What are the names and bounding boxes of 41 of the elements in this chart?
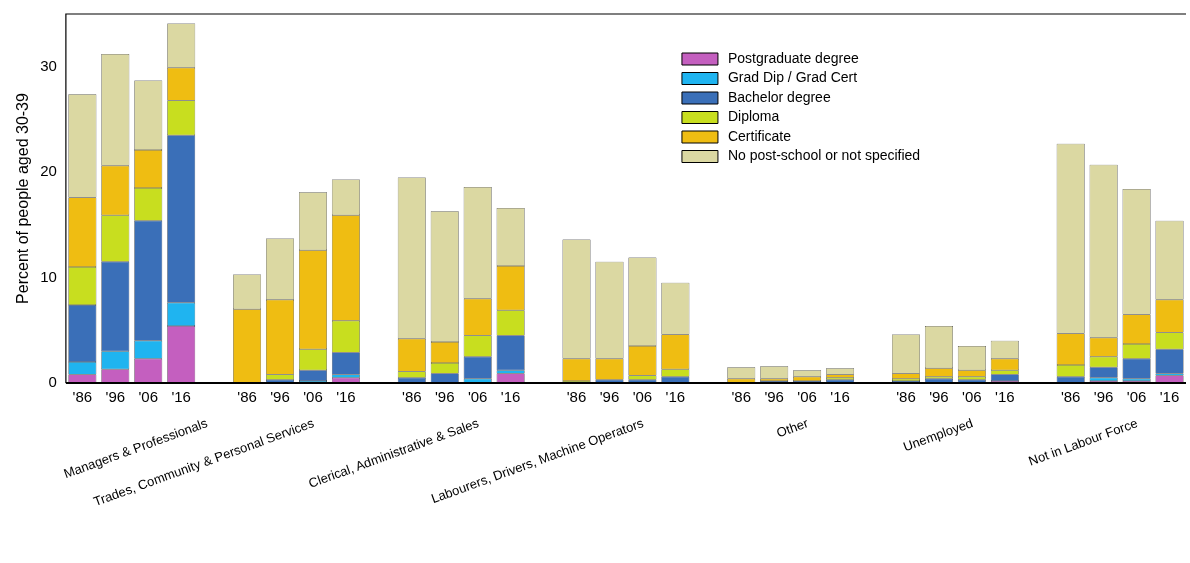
x-tick-label: '06 [632,388,653,406]
x-tick-label: '16 [500,388,521,406]
x-tick-label: '16 [171,388,191,406]
x-tick-label: '86 [237,388,257,406]
x-tick-label: '06 [303,388,323,406]
x-tick-label: '96 [599,388,620,406]
x-tick-label: '06 [962,388,982,406]
x-tick-label: '86 [1060,388,1081,406]
x-tick-label: '06 [467,388,488,406]
legend-label: Certificate [727,127,792,144]
y-tick-label: 30 [40,56,57,74]
x-tick-label: '96 [434,388,455,406]
x-tick-label: '96 [105,388,126,406]
legend-label: Grad Dip / Grad Cert [727,69,858,86]
x-tick-label: '06 [797,388,817,406]
x-tick-label: '16 [665,388,686,406]
x-tick-label: '16 [995,388,1015,406]
y-tick-label: 0 [48,373,57,391]
x-tick-label: '86 [402,388,422,406]
x-tick-label: '16 [336,388,356,406]
legend-label: No post-school or not specified [727,147,921,164]
x-tick-label: '96 [929,388,949,406]
x-tick-label: '86 [896,388,916,406]
x-tick-label: '06 [1126,388,1147,406]
y-tick-label: 10 [40,267,57,285]
x-tick-label: '86 [731,388,752,406]
text: Other [774,414,811,441]
y-tick-label: 20 [40,162,57,180]
legend-label: Bachelor degree [727,88,831,105]
legend-label: Postgraduate degree [727,49,859,66]
y-axis-title: Percent of people aged 30-39 [14,92,32,304]
legend-label: Diploma [727,108,780,125]
x-tick-label: '96 [1093,388,1114,406]
x-tick-label: '96 [764,388,784,406]
x-tick-label: '86 [72,388,93,406]
text: Not in Labour Force [1026,415,1140,469]
x-tick-label: '16 [830,388,850,406]
x-tick-label: '06 [138,388,159,406]
x-tick-label: '96 [270,388,290,406]
x-tick-label: '86 [566,388,587,406]
x-tick-label: '16 [1159,388,1180,406]
